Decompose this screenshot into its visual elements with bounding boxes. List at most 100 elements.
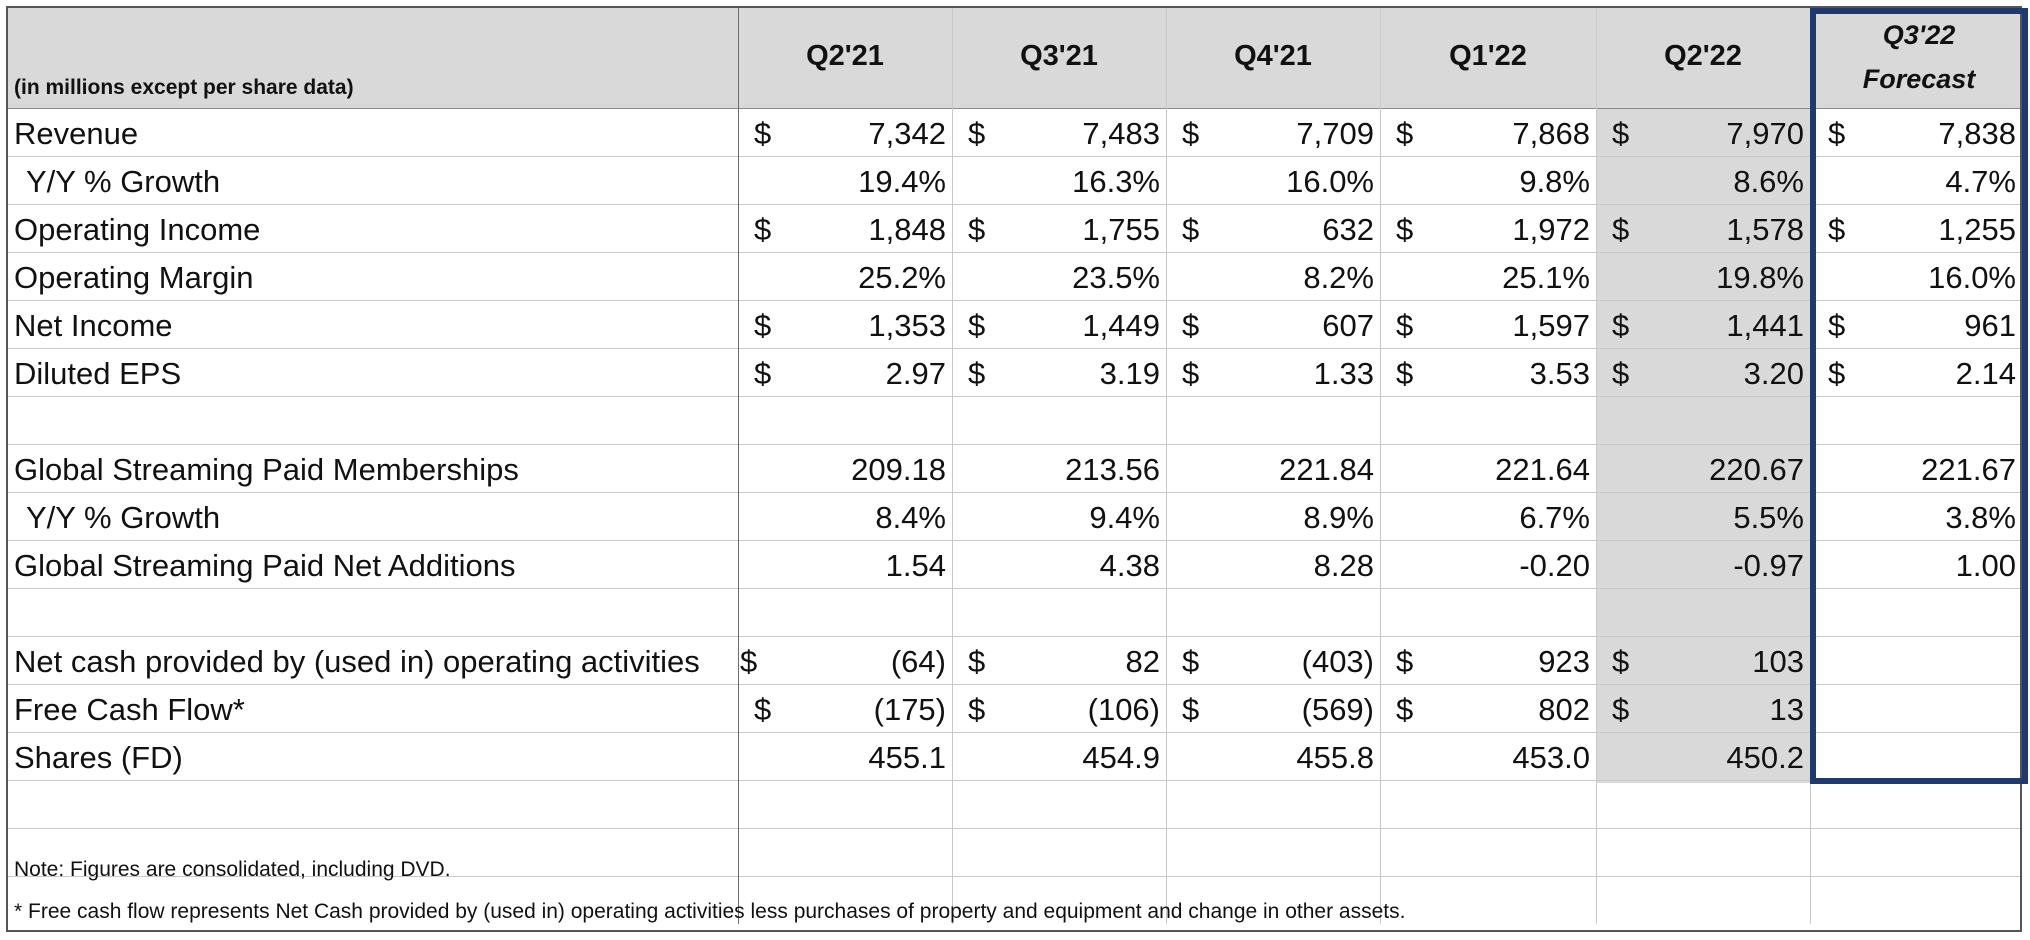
table-cell-value: 7,342: [868, 116, 946, 151]
table-cell-value: 607: [1322, 308, 1374, 343]
currency-symbol: $: [1182, 356, 1200, 391]
table-cell-value: 1,449: [1082, 308, 1160, 343]
row-label-net-income: Net Income: [14, 308, 173, 343]
table-cell-value: (175): [873, 692, 946, 727]
consolidation-note: Note: Figures are consolidated, includin…: [14, 858, 451, 881]
table-cell-value: 1,353: [868, 308, 946, 343]
table-cell-value: (106): [1087, 692, 1160, 727]
table-cell-value: 6.7%: [1519, 500, 1590, 535]
table-cell-value: 2.97: [885, 356, 946, 391]
units-subtitle: (in millions except per share data): [14, 76, 354, 99]
currency-symbol: $: [1612, 356, 1630, 391]
table-cell-value: 221.67: [1921, 452, 2016, 487]
table-cell-value: 9.4%: [1089, 500, 1160, 535]
column-header-forecast-quarter: Q3'22: [1882, 20, 1956, 50]
currency-symbol: $: [1396, 308, 1414, 343]
table-cell-value: 209.18: [851, 452, 946, 487]
row-divider-line: [8, 780, 2020, 781]
table-cell-value: 82: [1125, 644, 1160, 679]
row-divider-line: [8, 732, 2020, 733]
table-cell-value: (64): [890, 644, 946, 679]
row-label-net-additions: Global Streaming Paid Net Additions: [14, 548, 516, 583]
currency-symbol: $: [1396, 692, 1414, 727]
table-cell-value: 961: [1964, 308, 2016, 343]
table-cell-value: 1,255: [1938, 212, 2016, 247]
table-cell-value: 450.2: [1726, 740, 1804, 775]
table-cell-value: (403): [1301, 644, 1374, 679]
table-cell-value: 3.20: [1743, 356, 1804, 391]
currency-symbol: $: [1828, 212, 1846, 247]
row-divider-line: [8, 588, 2020, 589]
currency-symbol: $: [754, 356, 772, 391]
row-label-memberships: Global Streaming Paid Memberships: [14, 452, 519, 487]
currency-symbol: $: [1828, 308, 1846, 343]
table-cell-value: 1.00: [1955, 548, 2016, 583]
row-label-shares: Shares (FD): [14, 740, 183, 775]
table-cell-value: 16.0%: [1286, 164, 1374, 199]
currency-symbol: $: [968, 212, 986, 247]
currency-symbol: $: [1182, 644, 1200, 679]
currency-symbol: $: [1612, 116, 1630, 151]
table-cell-value: 453.0: [1512, 740, 1590, 775]
table-cell-value: 19.4%: [858, 164, 946, 199]
table-cell-value: 25.1%: [1502, 260, 1590, 295]
column-divider-line: [738, 8, 739, 924]
row-label-operating-margin: Operating Margin: [14, 260, 254, 295]
table-cell-value: 7,838: [1938, 116, 2016, 151]
currency-symbol: $: [968, 116, 986, 151]
table-cell-value: 7,970: [1726, 116, 1804, 151]
header-divider-line: [8, 108, 2020, 109]
row-divider-line: [8, 156, 2020, 157]
table-frame: [6, 6, 2022, 932]
currency-symbol: $: [968, 356, 986, 391]
currency-symbol: $: [754, 212, 772, 247]
table-cell-value: 220.67: [1709, 452, 1804, 487]
table-cell-value: 4.7%: [1945, 164, 2016, 199]
table-cell-value: -0.97: [1733, 548, 1804, 583]
row-divider-line: [8, 492, 2020, 493]
row-label-revenue: Revenue: [14, 116, 139, 151]
currency-symbol: $: [1396, 212, 1414, 247]
table-cell-value: 5.5%: [1733, 500, 1804, 535]
table-cell-value: 923: [1538, 644, 1590, 679]
table-cell-value: 454.9: [1082, 740, 1160, 775]
row-label-operating-income: Operating Income: [14, 212, 261, 247]
table-cell-value: 1,848: [868, 212, 946, 247]
table-cell-value: 23.5%: [1072, 260, 1160, 295]
column-header-q4-21: Q4'21: [1234, 40, 1312, 72]
currency-symbol: $: [1612, 644, 1630, 679]
column-header-q1-22: Q1'22: [1449, 40, 1527, 72]
table-cell-value: 4.38: [1099, 548, 1160, 583]
table-cell-value: 3.19: [1099, 356, 1160, 391]
row-label-free-cash-flow: Free Cash Flow*: [14, 692, 245, 727]
table-cell-value: (569): [1301, 692, 1374, 727]
table-cell-value: 1,755: [1082, 212, 1160, 247]
table-cell-value: 1.33: [1313, 356, 1374, 391]
currency-symbol: $: [1612, 308, 1630, 343]
free-cash-flow-footnote: * Free cash flow represents Net Cash pro…: [14, 900, 1406, 923]
table-cell-value: 802: [1538, 692, 1590, 727]
row-divider-line: [8, 204, 2020, 205]
table-cell-value: 213.56: [1065, 452, 1160, 487]
table-cell-value: 13: [1769, 692, 1804, 727]
table-cell-value: 8.28: [1313, 548, 1374, 583]
currency-symbol: $: [754, 308, 772, 343]
table-cell-value: 19.8%: [1716, 260, 1804, 295]
currency-symbol: $: [1828, 356, 1846, 391]
table-cell-value: 8.4%: [875, 500, 946, 535]
table-cell-value: 7,709: [1296, 116, 1374, 151]
table-cell-value: 1,972: [1512, 212, 1590, 247]
table-cell-value: 455.8: [1296, 740, 1374, 775]
currency-symbol: $: [1396, 644, 1414, 679]
column-divider-line: [1166, 8, 1167, 924]
currency-symbol: $: [754, 692, 772, 727]
current-quarter-column-shading: [1596, 108, 1810, 783]
row-divider-line: [8, 396, 2020, 397]
row-label-operating-cash: Net cash provided by (used in) operating…: [14, 644, 700, 679]
table-cell-value: 7,868: [1512, 116, 1590, 151]
row-divider-line: [8, 684, 2020, 685]
row-divider-line: [8, 252, 2020, 253]
table-cell-value: 8.9%: [1303, 500, 1374, 535]
table-cell-value: -0.20: [1519, 548, 1590, 583]
currency-symbol: $: [1182, 212, 1200, 247]
